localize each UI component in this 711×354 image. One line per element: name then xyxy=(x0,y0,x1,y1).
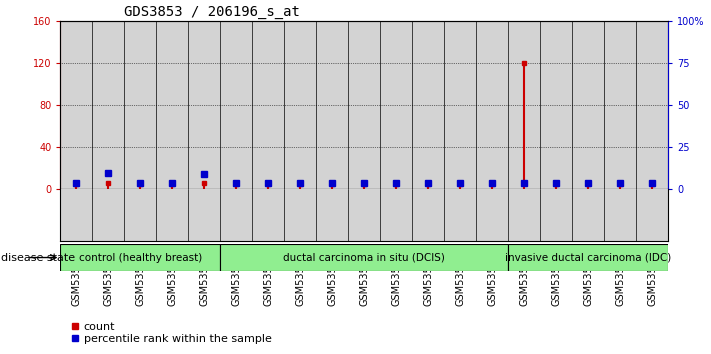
Bar xyxy=(508,244,668,271)
Bar xyxy=(444,21,476,189)
Bar xyxy=(188,21,220,189)
Bar xyxy=(220,21,252,189)
Bar xyxy=(380,21,412,189)
Text: disease state: disease state xyxy=(1,253,75,263)
Bar xyxy=(284,21,316,189)
Bar xyxy=(636,21,668,189)
Bar xyxy=(508,21,540,189)
Bar xyxy=(476,21,508,189)
Bar xyxy=(60,244,220,271)
Bar xyxy=(604,21,636,189)
Bar xyxy=(156,21,188,189)
Text: GDS3853 / 206196_s_at: GDS3853 / 206196_s_at xyxy=(124,5,300,19)
Bar xyxy=(348,21,380,189)
Bar xyxy=(316,21,348,189)
Bar xyxy=(92,21,124,189)
Text: invasive ductal carcinoma (IDC): invasive ductal carcinoma (IDC) xyxy=(506,252,671,263)
Bar xyxy=(60,21,92,189)
Text: ductal carcinoma in situ (DCIS): ductal carcinoma in situ (DCIS) xyxy=(284,252,445,263)
Legend: count, percentile rank within the sample: count, percentile rank within the sample xyxy=(66,317,276,348)
Bar xyxy=(412,21,444,189)
Bar xyxy=(540,21,572,189)
Text: control (healthy breast): control (healthy breast) xyxy=(79,252,202,263)
Bar xyxy=(220,244,508,271)
Bar xyxy=(252,21,284,189)
Bar xyxy=(124,21,156,189)
Bar xyxy=(572,21,604,189)
